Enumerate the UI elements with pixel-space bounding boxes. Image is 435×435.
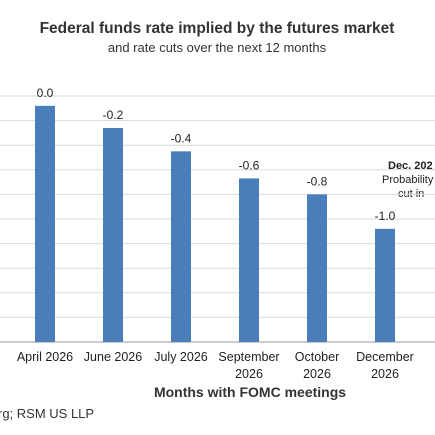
bar xyxy=(375,228,395,342)
chart-title: Federal funds rate implied by the future… xyxy=(40,20,395,37)
bar xyxy=(307,194,327,342)
x-tick-label: October 2026 xyxy=(294,350,340,381)
bar xyxy=(35,105,55,342)
data-label: -0.2 xyxy=(103,108,124,122)
source: rg; RSM US LLP xyxy=(0,406,94,421)
data-label: -1.0 xyxy=(375,209,396,223)
x-tick-label: September 2026 xyxy=(218,350,280,381)
data-label: -0.4 xyxy=(171,131,192,145)
x-tick-label: J xyxy=(420,349,435,366)
bar xyxy=(171,151,191,342)
x-tick-label: April 2026 xyxy=(16,350,74,364)
x-tick-label: December 2026 xyxy=(356,350,414,381)
chart-subtitle: and rate cuts over the next 12 months xyxy=(108,40,327,55)
annotation: Probability xyxy=(382,174,434,186)
x-tick-label: June 2026 xyxy=(83,350,143,364)
annotation: Dec. 202 xyxy=(388,160,433,172)
bar xyxy=(239,178,259,342)
data-label: -0.6 xyxy=(239,158,260,172)
x-axis-label: Months with FOMC meetings xyxy=(154,384,346,400)
data-label: -0.8 xyxy=(307,174,328,188)
bar xyxy=(103,127,123,342)
x-tick-label: July 2026 xyxy=(154,350,208,364)
data-label: 0.0 xyxy=(37,86,54,100)
